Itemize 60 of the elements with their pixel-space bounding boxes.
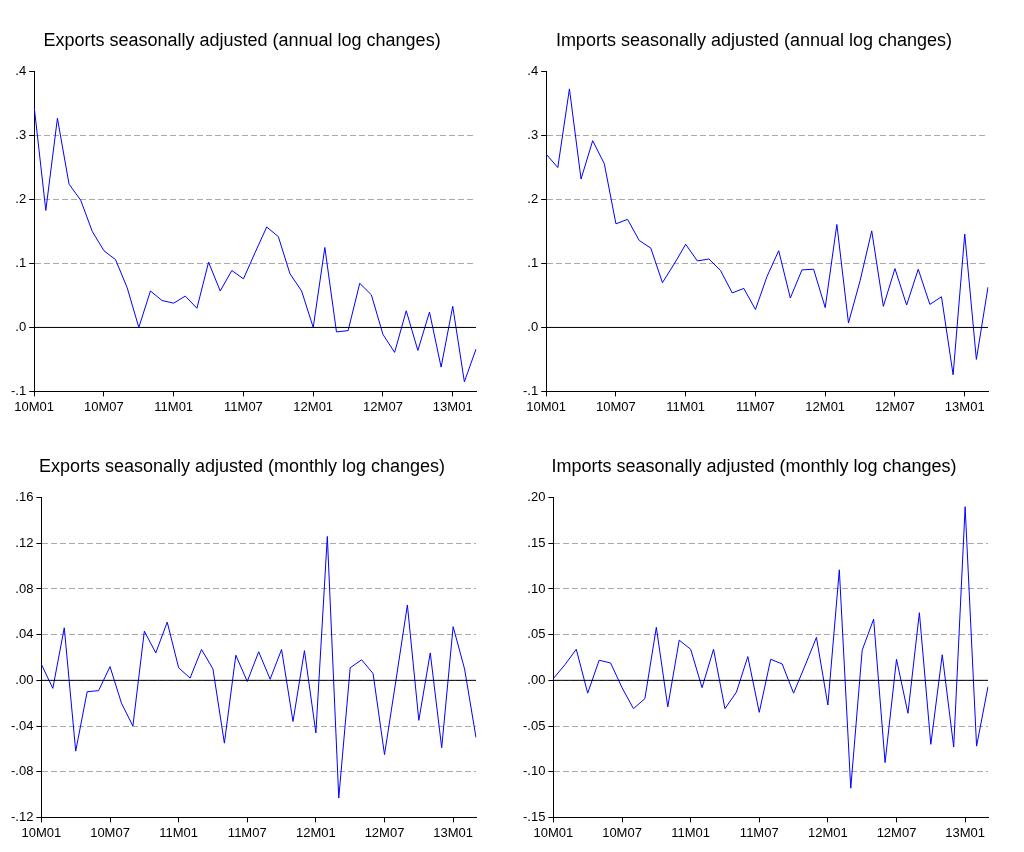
y-tick-label: .0 [15, 319, 27, 335]
y-tick-label: -.10 [522, 763, 546, 779]
y-tick-label: .1 [15, 255, 27, 271]
y-tick-label: -.1 [523, 382, 539, 398]
x-tick-label: 10M01 [21, 824, 62, 840]
y-tick-label: .20 [527, 489, 546, 505]
y-tick-label: .0 [527, 319, 539, 335]
y-tick-label: .3 [527, 127, 539, 143]
x-tick-label: 13M01 [944, 398, 985, 414]
y-tick-label: -.08 [10, 763, 34, 779]
y-tick-label: -.04 [10, 717, 34, 733]
x-tick-label: 12M01 [293, 398, 334, 414]
chart-title: Exports seasonally adjusted (monthly log changes) [38, 455, 446, 476]
y-tick-label: .2 [15, 191, 27, 207]
y-tick-label: .3 [15, 127, 27, 143]
y-tick-label: .4 [527, 63, 539, 79]
x-tick-label: 10M07 [84, 398, 124, 414]
x-tick-label: 10M07 [602, 824, 642, 840]
x-tick-label: 12M01 [808, 824, 848, 840]
y-tick-label: .10 [527, 580, 546, 596]
x-tick-label: 10M01 [526, 398, 567, 414]
x-tick-label: 12M07 [364, 824, 405, 840]
chart-title: Imports seasonally adjusted (monthly log changes) [551, 455, 957, 476]
x-tick-label: 12M01 [805, 398, 846, 414]
x-tick-label: 12M07 [363, 398, 403, 414]
y-tick-label: .2 [527, 191, 539, 207]
y-tick-label: .16 [15, 489, 34, 505]
y-tick-label: -.12 [10, 808, 34, 824]
y-tick-label: .00 [527, 671, 546, 687]
y-tick-label: .4 [15, 63, 27, 79]
x-tick-label: 11M01 [666, 398, 706, 414]
x-tick-label: 10M07 [90, 824, 130, 840]
y-tick-label: .1 [527, 255, 539, 271]
y-tick-label: -.15 [522, 808, 546, 824]
x-tick-label: 13M01 [945, 824, 985, 840]
y-tick-label: -.1 [11, 382, 27, 398]
x-tick-label: 13M01 [432, 398, 473, 414]
chart-title: Exports seasonally adjusted (annual log changes) [43, 29, 441, 50]
x-tick-label: 11M01 [154, 398, 194, 414]
x-tick-label: 10M01 [533, 824, 574, 840]
y-tick-label: .08 [15, 580, 34, 596]
x-tick-label: 11M07 [224, 398, 263, 414]
x-tick-label: 13M01 [433, 824, 473, 840]
x-tick-label: 10M07 [596, 398, 636, 414]
x-tick-label: 11M07 [227, 824, 267, 840]
x-tick-label: 12M01 [296, 824, 336, 840]
y-tick-label: .00 [15, 671, 34, 687]
x-tick-label: 11M01 [159, 824, 199, 840]
x-tick-label: 12M07 [876, 824, 917, 840]
x-tick-label: 11M07 [736, 398, 775, 414]
x-tick-label: 12M07 [875, 398, 915, 414]
x-tick-label: 11M07 [739, 824, 779, 840]
y-tick-label: .04 [15, 626, 34, 642]
chart-title: Imports seasonally adjusted (annual log changes) [555, 29, 953, 50]
y-tick-label: .15 [527, 534, 546, 550]
y-tick-label: .12 [15, 534, 34, 550]
y-tick-label: -.05 [522, 717, 546, 733]
x-tick-label: 10M01 [14, 398, 55, 414]
x-tick-label: 11M01 [671, 824, 711, 840]
y-tick-label: .05 [527, 626, 546, 642]
